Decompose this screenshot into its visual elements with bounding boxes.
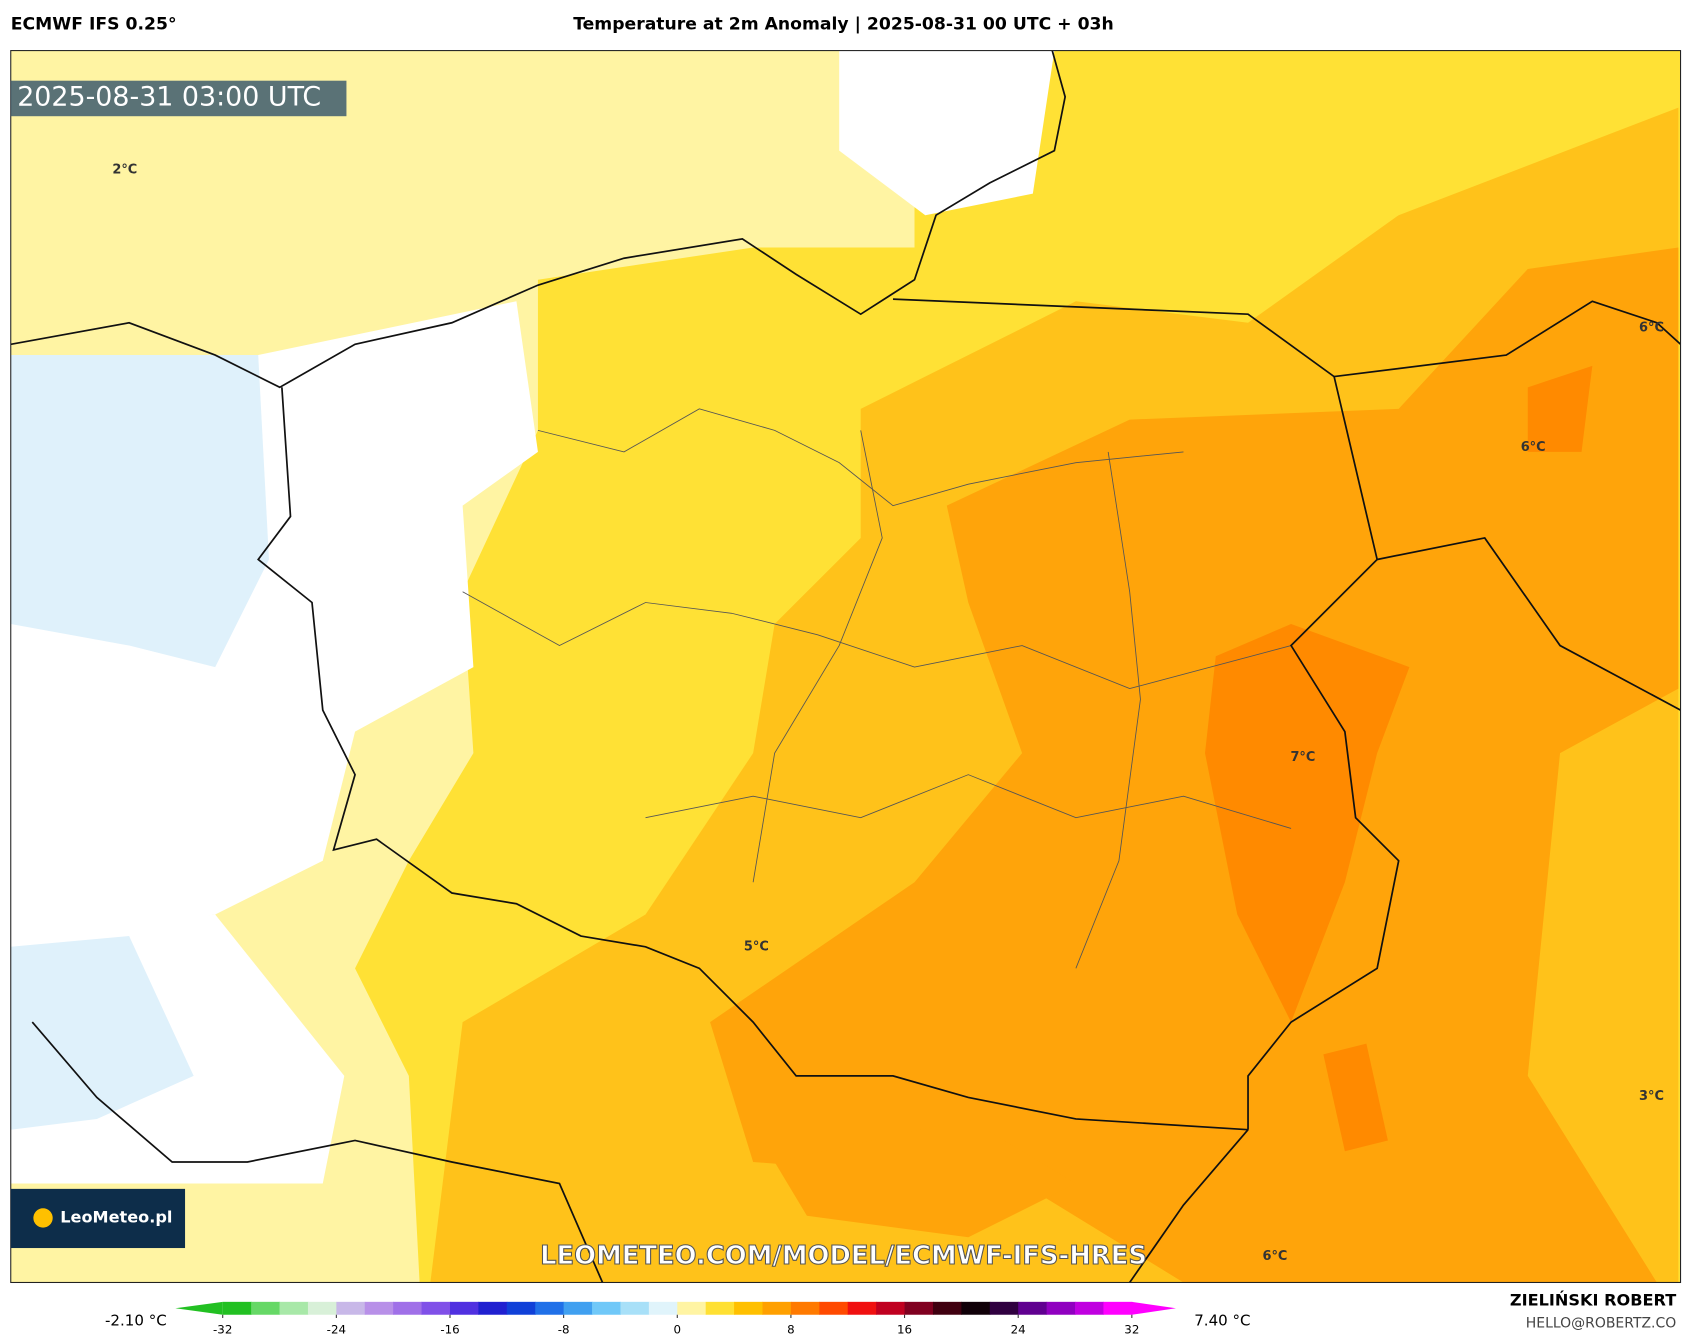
colorbar-tick-label: -16 <box>440 1322 459 1336</box>
contour-label: 7°C <box>1290 750 1315 765</box>
logo-sun <box>33 1208 53 1228</box>
colorbar-segment <box>734 1301 764 1315</box>
colorbar-tick-label: 16 <box>897 1322 912 1336</box>
map-fields <box>10 50 1681 1283</box>
contour-label: 6°C <box>1639 321 1664 336</box>
colorbar-segment <box>1046 1301 1076 1315</box>
colorbar-extend-high <box>1131 1301 1176 1315</box>
timestamp: 2025-08-31 03:00 UTC <box>17 81 321 112</box>
colorbar-segment <box>1075 1301 1104 1315</box>
colorbar-segment <box>847 1301 877 1315</box>
colorbar-segment <box>449 1301 479 1315</box>
colorbar-tick-label: 8 <box>787 1322 795 1336</box>
colorbar-segment <box>1103 1301 1133 1315</box>
colorbar-segment <box>421 1301 451 1315</box>
colorbar-tick-label: 0 <box>674 1322 682 1336</box>
contour-label: 6°C <box>1521 440 1546 455</box>
colorbar-segment <box>535 1301 565 1315</box>
colorbar-segment <box>989 1301 1019 1315</box>
colorbar-segment <box>307 1301 337 1315</box>
logo: LeoMeteo.pl <box>60 1207 172 1226</box>
colorbar-segment <box>620 1301 650 1315</box>
colorbar-tick-label: -8 <box>558 1322 570 1336</box>
colorbar-segment <box>677 1301 707 1315</box>
max-label: 7.40 °C <box>1194 1312 1250 1330</box>
colorbar-segment <box>251 1301 281 1315</box>
timestamp-box <box>10 80 347 117</box>
colorbar-tick-label: -32 <box>213 1322 232 1336</box>
colorbar-segment <box>393 1301 423 1315</box>
model-name: ECMWF IFS 0.25° <box>11 15 177 35</box>
email: HELLO@ROBERTZ.CO <box>1526 1315 1676 1331</box>
colorbar-segment <box>648 1301 678 1315</box>
author: ZIELIŃSKI ROBERT <box>1510 1290 1676 1309</box>
colorbar-segment <box>762 1301 792 1315</box>
colorbar-tick-label: -24 <box>327 1322 346 1336</box>
colorbar-extend-low <box>175 1301 223 1315</box>
colorbar-segment <box>222 1301 252 1315</box>
contour-label: 2°C <box>112 163 137 178</box>
colorbar-segment <box>790 1301 820 1315</box>
colorbar-segment <box>904 1301 934 1315</box>
colorbar-segment <box>1018 1301 1048 1315</box>
colorbar-tick-label: 32 <box>1124 1322 1139 1336</box>
map-title: Temperature at 2m Anomaly | 2025-08-31 0… <box>573 15 1114 35</box>
colorbar-segment <box>876 1301 906 1315</box>
colorbar-segment <box>819 1301 849 1315</box>
colorbar-tick-label: 24 <box>1011 1322 1026 1336</box>
colorbar-segment <box>506 1301 536 1315</box>
colorbar-segment <box>592 1301 621 1315</box>
map-frame <box>10 50 1682 1284</box>
watermark: LEOMETEO.COM/MODEL/ECMWF-IFS-HRES <box>540 1241 1147 1271</box>
colorbar-segment <box>478 1301 508 1315</box>
contour-label: 5°C <box>744 939 769 954</box>
colorbar-segment <box>961 1301 991 1315</box>
colorbar-segment <box>279 1301 309 1315</box>
colorbar-segment <box>364 1301 394 1315</box>
colorbar-segment <box>563 1301 593 1315</box>
colorbar-segment <box>932 1301 962 1315</box>
min-label: -2.10 °C <box>105 1312 167 1330</box>
colorbar-segment <box>336 1301 366 1315</box>
contour-label: 6°C <box>1262 1249 1287 1264</box>
contour-label: 3°C <box>1639 1089 1664 1104</box>
colorbar-segment <box>705 1301 735 1315</box>
